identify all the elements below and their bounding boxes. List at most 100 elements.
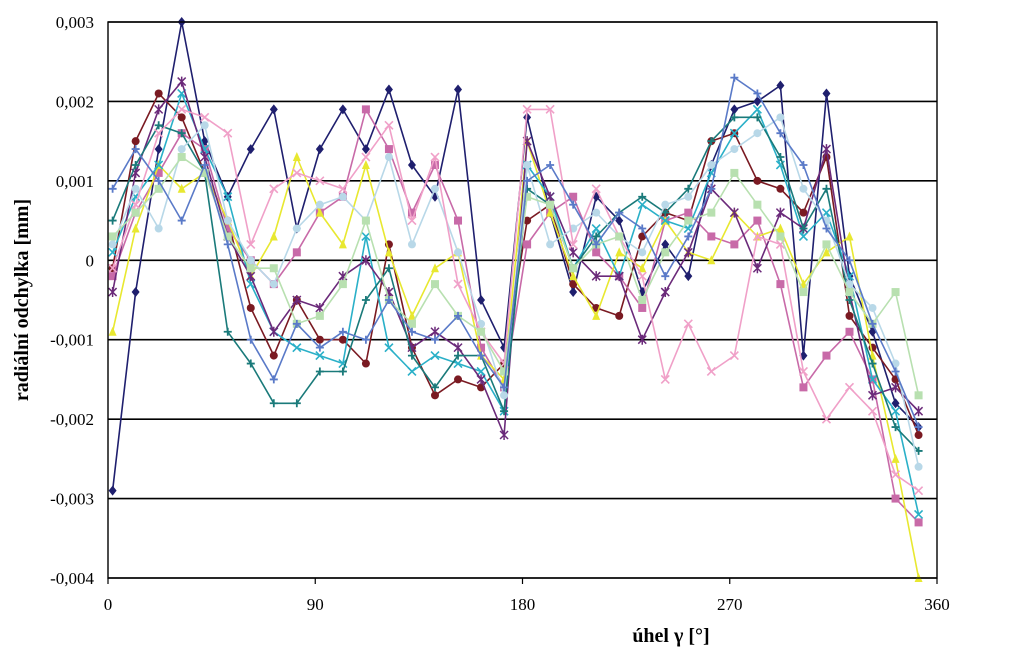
series-layer [108, 17, 924, 582]
series-5-point-12 [384, 343, 394, 353]
x-tick-label-0: 0 [104, 595, 113, 614]
series-1-point-27 [730, 104, 739, 115]
series-10-point-4 [200, 168, 209, 177]
series-9-point-20 [568, 239, 578, 249]
series-2-point-22 [615, 311, 624, 320]
series-5-point-21 [591, 223, 601, 234]
series-7-point-23 [638, 192, 647, 201]
series-8-point-25 [684, 192, 693, 201]
series-6-point-9 [315, 302, 325, 313]
series-11-point-22 [615, 208, 624, 217]
series-2-point-18 [523, 216, 532, 225]
series-2-point-32 [845, 311, 854, 320]
series-8-point-6 [246, 256, 255, 265]
series-7-point-5 [223, 327, 232, 336]
series-10-point-29 [776, 232, 785, 241]
series-8-point-28 [753, 129, 762, 138]
series-3-point-16 [477, 343, 486, 352]
series-8-point-12 [384, 153, 393, 162]
series-7-point-30 [799, 224, 808, 233]
series-9-point-30 [798, 366, 809, 377]
series-5-point-16 [476, 366, 486, 377]
series-3-point-29 [776, 280, 785, 289]
series-4-point-14 [430, 263, 439, 273]
series-9-point-0 [108, 263, 118, 273]
series-7-point-1 [131, 160, 140, 169]
series-10-point-5 [223, 232, 232, 241]
series-6-point-11 [361, 255, 371, 266]
series-7-point-7 [269, 399, 278, 408]
series-8-point-29 [776, 113, 785, 122]
series-3-point-35 [914, 518, 923, 527]
series-10-point-6 [246, 264, 255, 273]
series-11-point-33 [868, 319, 877, 328]
series-4-point-34 [891, 453, 900, 463]
series-11-line [111, 76, 920, 428]
series-9-point-21 [591, 184, 601, 194]
series-11-point-8 [292, 319, 301, 328]
series-5-point-28 [752, 104, 762, 114]
series-2-point-35 [914, 431, 923, 440]
series-5-point-15 [453, 358, 463, 369]
y-tick-label-5: -0,002 [50, 410, 94, 429]
series-2-point-6 [246, 303, 255, 312]
series-10-point-19 [546, 200, 555, 209]
series-2-point-15 [454, 375, 463, 384]
series-10-point-30 [799, 288, 808, 297]
series-10-point-27 [730, 168, 739, 177]
series-11-point-26 [707, 184, 716, 193]
series-7-point-12 [384, 264, 393, 273]
series-6-point-2 [154, 104, 164, 115]
series-11-point-29 [776, 129, 785, 138]
series-2-point-30 [799, 208, 808, 217]
series-8-point-4 [200, 121, 209, 130]
series-11-point-6 [246, 335, 255, 344]
series-7-point-15 [454, 351, 463, 360]
series-10-point-28 [753, 200, 762, 209]
series-8-point-10 [338, 192, 347, 201]
series-1-point-31 [822, 88, 831, 99]
series-3-point-25 [684, 208, 693, 217]
series-6-point-4 [200, 152, 210, 163]
series-7-point-34 [891, 423, 900, 432]
series-4-point-20 [569, 271, 578, 281]
series-9-point-14 [430, 152, 440, 162]
series-1-point-13 [407, 159, 416, 170]
series-3-point-20 [569, 192, 578, 201]
plot-frame [107, 21, 938, 584]
series-8-point-2 [154, 224, 163, 233]
series-1-point-29 [776, 80, 785, 91]
series-11-point-3 [177, 216, 186, 225]
series-1-point-9 [315, 144, 324, 155]
series-7-point-32 [845, 296, 854, 304]
series-9-point-3 [177, 104, 187, 114]
series-5-point-8 [292, 343, 302, 353]
series-7-point-27 [730, 113, 739, 122]
series-9-point-28 [752, 231, 762, 242]
series-4-point-22 [615, 247, 624, 257]
series-11-point-15 [454, 311, 463, 320]
series-3-point-34 [891, 494, 900, 503]
series-1-point-11 [361, 144, 370, 155]
grid-lines [108, 21, 937, 579]
series-3-point-15 [454, 216, 463, 225]
series-11-point-34 [891, 367, 900, 376]
series-6-point-14 [430, 326, 440, 337]
series-1-point-6 [246, 144, 255, 155]
series-10-point-2 [154, 184, 163, 193]
series-1-point-12 [384, 84, 393, 95]
series-6-point-19 [545, 191, 555, 202]
series-3-point-21 [592, 248, 601, 257]
series-5-point-11 [361, 231, 371, 242]
series-11-point-5 [223, 240, 232, 249]
x-tick-label-2: 180 [510, 595, 536, 614]
series-11-point-9 [315, 343, 324, 352]
series-2-point-1 [131, 137, 140, 146]
series-10-point-31 [822, 240, 831, 249]
series-1-point-24 [661, 239, 670, 250]
series-4-point-21 [592, 310, 601, 320]
series-5-point-14 [430, 351, 440, 361]
series-4-point-19 [546, 207, 555, 217]
series-9-point-26 [706, 366, 716, 377]
series-7-point-33 [868, 359, 877, 368]
